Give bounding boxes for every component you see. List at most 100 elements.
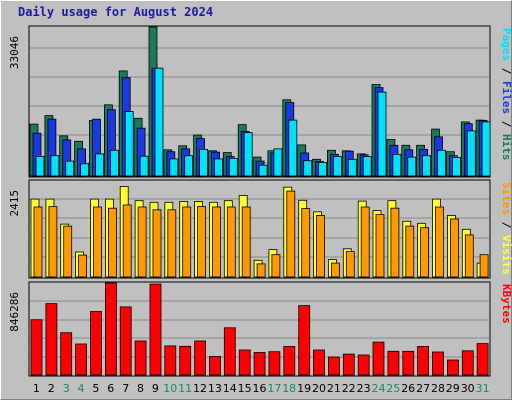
x-tick-label-day-24: 24 [372, 382, 386, 395]
bar-pages-day-6 [110, 149, 119, 177]
bar-kbytes-day-3 [60, 332, 73, 376]
bar-pages-day-15 [243, 132, 253, 177]
bar-kbytes-day-30 [461, 350, 474, 376]
y-max-label-hits-files-pages: 33046 [8, 36, 21, 69]
bar-kbytes-day-6 [105, 282, 117, 376]
x-tick-label-day-21: 21 [327, 382, 341, 395]
legend-item-pages: Pages [500, 28, 512, 61]
bar-pages-day-25 [392, 153, 402, 177]
legend-item-visits: Visits [500, 235, 512, 275]
bar-sites-day-12 [197, 206, 207, 278]
x-tick-label-day-19: 19 [297, 382, 311, 395]
y-max-label-visits-sites: 2415 [8, 190, 21, 217]
bar-kbytes-day-8 [134, 340, 147, 376]
legend-separator: / [500, 61, 512, 81]
bar-kbytes-day-14 [223, 327, 236, 376]
bar-sites-day-3 [63, 225, 73, 278]
bar-sites-day-20 [316, 214, 325, 278]
legend-separator: / [500, 114, 512, 134]
bar-kbytes-day-20 [313, 349, 325, 376]
x-tick-label-day-15: 15 [238, 382, 252, 395]
bar-sites-day-28 [435, 206, 444, 278]
legend-item-hits: Hits [500, 134, 512, 161]
bar-kbytes-day-28 [432, 351, 444, 376]
bar-pages-day-24 [377, 91, 387, 177]
bar-pages-day-16 [258, 164, 268, 177]
x-tick-label-day-22: 22 [342, 382, 356, 395]
bar-pages-day-8 [139, 155, 149, 177]
chart-title: Daily usage for August 2024 [18, 5, 213, 19]
bar-kbytes-day-17 [268, 351, 281, 376]
bar-sites-day-30 [464, 234, 474, 278]
bar-pages-day-26 [407, 156, 417, 177]
bar-kbytes-day-23 [357, 354, 370, 376]
x-tick-label-day-6: 6 [107, 382, 114, 395]
bar-pages-day-13 [214, 158, 223, 177]
bar-pages-day-1 [35, 156, 45, 177]
bar-kbytes-day-31 [476, 343, 489, 376]
legend-separator: / [500, 215, 512, 235]
bar-sites-day-1 [33, 206, 43, 278]
bar-kbytes-day-1 [30, 319, 43, 376]
bar-pages-day-20 [318, 162, 327, 177]
x-tick-label-day-20: 20 [312, 382, 326, 395]
bar-sites-day-6 [108, 207, 117, 278]
legend-kbytes: KBytes [500, 284, 512, 324]
bar-pages-day-14 [228, 157, 238, 177]
bar-pages-day-11 [184, 155, 194, 177]
bar-pages-day-7 [124, 111, 134, 177]
bar-pages-day-28 [437, 149, 446, 177]
bar-pages-day-2 [50, 155, 60, 177]
bar-kbytes-day-4 [75, 343, 87, 376]
bar-kbytes-day-11 [179, 345, 192, 376]
x-tick-label-day-14: 14 [223, 382, 237, 395]
bar-sites-day-5 [93, 206, 102, 278]
bar-sites-day-19 [301, 208, 311, 278]
bar-kbytes-day-5 [90, 311, 102, 376]
bar-pages-day-29 [451, 157, 461, 177]
bar-pages-day-4 [80, 163, 89, 177]
x-tick-label-day-11: 11 [178, 382, 192, 395]
legend-item-sites: Sites [500, 182, 512, 215]
bar-pages-day-31 [481, 121, 491, 177]
x-tick-label-day-29: 29 [446, 382, 460, 395]
legend-hits-files-pages: Pages / Files / Hits [500, 28, 512, 161]
x-tick-label-day-16: 16 [253, 382, 267, 395]
bar-kbytes-day-18 [283, 346, 296, 376]
bar-sites-day-9 [152, 209, 162, 278]
bar-sites-day-4 [78, 254, 87, 278]
legend-item-kbytes: KBytes [500, 284, 512, 324]
legend-item-files: Files [500, 81, 512, 114]
x-tick-label-day-10: 10 [163, 382, 177, 395]
bar-sites-day-2 [48, 206, 58, 278]
x-tick-label-day-2: 2 [48, 382, 55, 395]
bar-kbytes-day-10 [164, 345, 177, 376]
x-tick-label-day-17: 17 [267, 382, 281, 395]
bar-kbytes-day-27 [417, 345, 430, 376]
x-tick-label-day-27: 27 [416, 382, 430, 395]
bar-sites-day-24 [375, 214, 385, 278]
bar-sites-day-29 [449, 218, 459, 278]
bar-kbytes-day-13 [209, 355, 221, 376]
bar-kbytes-day-29 [446, 359, 459, 376]
bar-kbytes-day-2 [45, 303, 58, 376]
bar-pages-day-22 [347, 158, 357, 177]
bar-pages-day-3 [65, 160, 75, 177]
bar-sites-day-7 [122, 204, 132, 278]
x-tick-label-day-3: 3 [63, 382, 70, 395]
bar-pages-day-17 [273, 148, 283, 177]
x-tick-label-day-8: 8 [137, 382, 144, 395]
bar-kbytes-day-24 [372, 341, 385, 376]
x-tick-label-day-18: 18 [282, 382, 296, 395]
bar-sites-day-23 [360, 206, 370, 278]
bar-kbytes-day-19 [298, 305, 311, 376]
bar-sites-day-10 [167, 209, 177, 278]
x-tick-label-day-30: 30 [461, 382, 475, 395]
bar-sites-day-13 [212, 206, 221, 278]
x-tick-label-day-12: 12 [193, 382, 207, 395]
x-tick-label-day-13: 13 [208, 382, 222, 395]
bar-sites-day-15 [241, 206, 251, 278]
bar-pages-day-18 [288, 119, 298, 177]
bar-kbytes-day-22 [342, 353, 355, 376]
